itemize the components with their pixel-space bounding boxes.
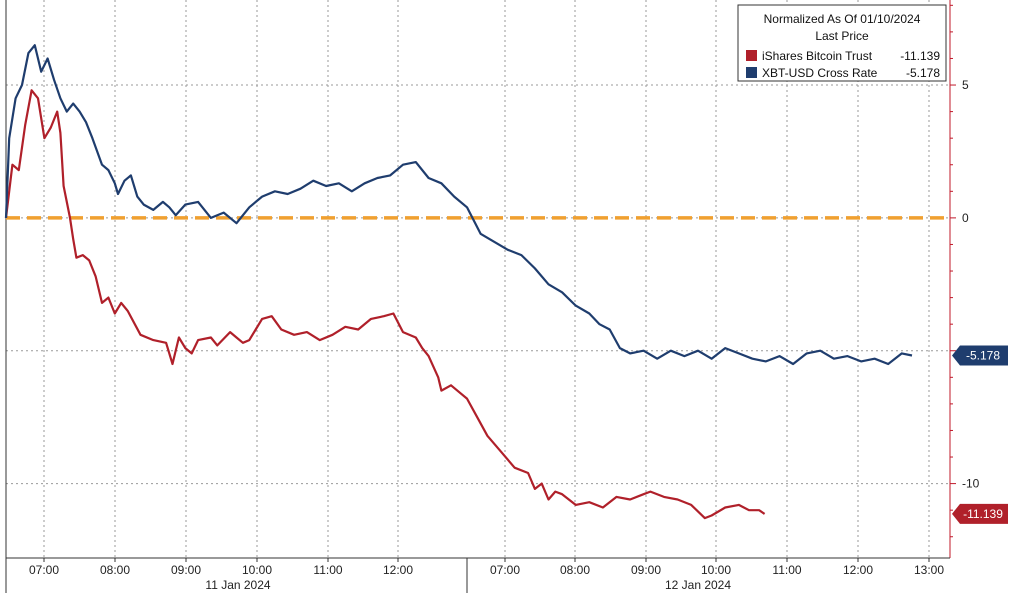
- xbt-last-badge: -5.178: [952, 345, 1008, 366]
- grid: [6, 0, 950, 558]
- last-value-badges: -11.139 -5.178: [952, 345, 1008, 524]
- badge-label: -11.139: [963, 507, 1003, 521]
- x-tick-label: 09:00: [171, 563, 201, 577]
- x-tick-label: 12:00: [843, 563, 873, 577]
- x-tick-label: 11:00: [313, 563, 342, 577]
- x-tick-label: 07:00: [490, 563, 520, 577]
- axes: 5 0 -10 07:00 08:00 09:00 10:00 11:00 12:00 07:00…: [5, 0, 980, 593]
- legend-swatch: [746, 50, 757, 61]
- x-date-label: 11 Jan 2024: [205, 578, 270, 592]
- x-tick-label: 10:00: [701, 563, 731, 577]
- x-tick-label: 11:00: [772, 563, 801, 577]
- badge-shape: [952, 345, 1008, 366]
- x-tick-label: 09:00: [631, 563, 661, 577]
- x-tick-label: 12:00: [383, 563, 413, 577]
- legend-swatch: [746, 67, 757, 78]
- y-tick-label: 0: [962, 211, 969, 225]
- legend-subtitle: Last Price: [815, 29, 869, 43]
- xbt-series-line: [4, 44, 913, 366]
- x-tick-label: 07:00: [29, 563, 59, 577]
- x-tick-label: 08:00: [560, 563, 590, 577]
- legend-series-name: iShares Bitcoin Trust: [762, 49, 873, 63]
- legend-box: [737, 4, 947, 82]
- x-tick-label: 10:00: [242, 563, 272, 577]
- legend-series-name: XBT-USD Cross Rate: [762, 66, 878, 80]
- badge-shape: [952, 503, 1008, 524]
- badge-label: -5.178: [966, 348, 1000, 362]
- legend-series-value: -5.178: [906, 66, 940, 80]
- legend: Normalized As Of 01/10/2024 Last Price iSh…: [737, 4, 947, 82]
- x-tick-label: 08:00: [100, 563, 130, 577]
- ishares-last-badge: -11.139: [952, 503, 1008, 524]
- legend-title: Normalized As Of 01/10/2024: [764, 12, 921, 26]
- x-date-label: 12 Jan 2024: [665, 578, 731, 592]
- series-lines: [4, 44, 913, 520]
- x-tick-label: 13:00: [914, 563, 944, 577]
- ishares-series-line: [4, 89, 766, 520]
- legend-series-value: -11.139: [900, 49, 940, 63]
- y-tick-label: 5: [962, 78, 969, 92]
- y-tick-label: -10: [962, 477, 980, 491]
